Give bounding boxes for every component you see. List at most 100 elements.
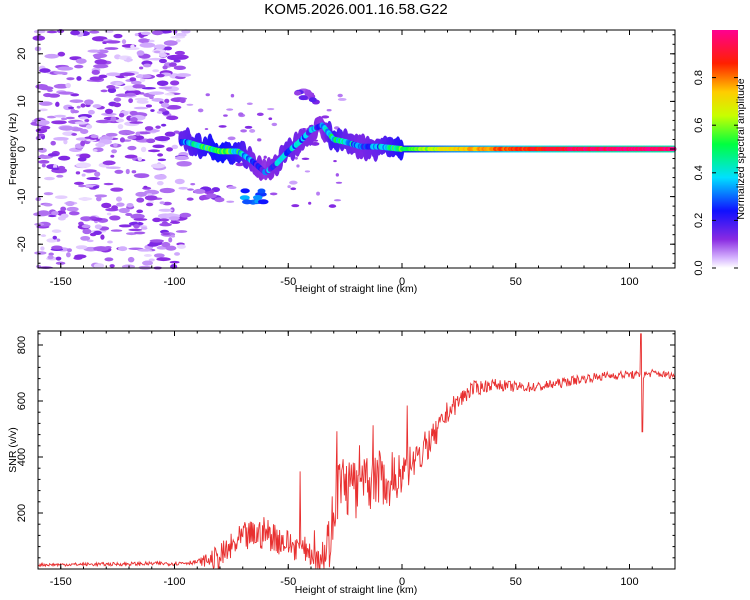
noise-blob — [81, 173, 86, 177]
noise-blob — [186, 103, 194, 106]
noise-blob — [110, 116, 117, 122]
x-tick-label: -150 — [50, 576, 72, 588]
noise-blob — [58, 155, 71, 161]
noise-blob — [107, 87, 117, 93]
noise-blob — [55, 256, 62, 261]
noise-blob — [51, 211, 59, 216]
noise-blob — [66, 252, 71, 258]
noise-blob — [113, 143, 118, 147]
noise-blob — [136, 50, 145, 56]
noise-blob — [80, 128, 89, 134]
noise-blob — [124, 154, 138, 159]
noise-blob — [65, 116, 75, 120]
noise-blob — [151, 98, 164, 102]
y-tick-label: 800 — [16, 336, 28, 354]
noise-blob — [69, 99, 84, 103]
noise-blob — [249, 129, 256, 133]
noise-blob — [271, 122, 278, 127]
noise-blob — [335, 181, 343, 184]
noise-blob — [296, 164, 300, 168]
noise-blob — [178, 186, 189, 190]
noise-blob — [337, 97, 347, 101]
noise-blob — [159, 187, 175, 194]
noise-blob — [152, 144, 165, 149]
noise-blob — [166, 105, 182, 110]
noise-blob — [174, 155, 190, 161]
noise-blob — [289, 180, 298, 185]
noise-blob — [136, 197, 145, 203]
y-tick-label: 0 — [16, 146, 28, 152]
noise-blob — [135, 191, 147, 197]
noise-blob — [126, 57, 131, 63]
noise-blob — [86, 177, 100, 181]
noise-blob — [170, 35, 186, 39]
noise-blob — [168, 237, 173, 243]
noise-blob — [164, 131, 176, 137]
noise-blob — [134, 97, 149, 101]
noise-blob — [326, 109, 332, 112]
noise-blob — [113, 102, 122, 108]
noise-blob — [133, 218, 148, 221]
noise-blob — [175, 230, 188, 233]
noise-blob — [128, 98, 134, 104]
x-tick-label: -50 — [280, 576, 296, 588]
noise-blob — [63, 139, 68, 145]
noise-blob — [145, 202, 154, 207]
noise-blob — [75, 245, 88, 250]
noise-blob — [66, 206, 79, 212]
snr-xlabel: Height of straight line (km) — [295, 584, 418, 596]
noise-blob — [179, 98, 186, 104]
y-tick-label: -10 — [16, 189, 28, 205]
noise-blob — [87, 49, 101, 53]
ridge-branch — [240, 188, 250, 194]
noise-blob — [301, 157, 310, 161]
colorbar-label: Normalized spectral amplitude — [735, 78, 747, 219]
noise-blob — [51, 167, 60, 171]
noise-blob — [104, 108, 114, 114]
noise-blob — [33, 29, 46, 34]
snr-panel: -150 -100 -50 0 50 100 200 400 600 800 Height of … — [7, 330, 676, 596]
noise-blob — [130, 213, 145, 220]
noise-blob — [157, 158, 167, 162]
noise-blob — [92, 53, 108, 59]
noise-blob — [60, 213, 69, 219]
noise-blob — [93, 64, 109, 69]
noise-blob — [129, 110, 138, 116]
noise-blob — [57, 66, 74, 71]
noise-blob — [47, 93, 61, 98]
noise-blob — [125, 130, 135, 135]
noise-blob — [164, 46, 173, 51]
noise-blob — [162, 232, 171, 236]
noise-blob — [34, 251, 47, 255]
noise-blob — [173, 65, 186, 71]
noise-blob — [89, 30, 100, 34]
x-tick-label: 0 — [399, 576, 405, 588]
noise-blob — [43, 203, 53, 207]
noise-blob — [40, 234, 47, 237]
noise-blob — [106, 85, 116, 89]
noise-blob — [169, 260, 180, 264]
noise-blob — [70, 30, 80, 36]
noise-blob — [87, 109, 95, 115]
noise-blob — [96, 196, 102, 202]
noise-blob — [141, 226, 148, 230]
noise-blob — [156, 111, 163, 114]
noise-blob — [106, 72, 121, 77]
noise-blob — [46, 115, 57, 119]
x-tick-label: 50 — [510, 276, 522, 288]
noise-blob — [337, 93, 343, 98]
noise-blob — [51, 229, 62, 233]
y-tick-label: 10 — [16, 95, 28, 107]
noise-blob — [125, 168, 130, 175]
noise-blob — [56, 174, 64, 178]
noise-blob — [197, 108, 204, 113]
noise-blob — [310, 141, 320, 146]
noise-blob — [113, 97, 122, 102]
y-tick-label: 600 — [16, 392, 28, 410]
noise-blob — [127, 256, 135, 263]
noise-blob — [151, 30, 164, 36]
noise-blob — [132, 84, 146, 89]
noise-blob — [118, 112, 125, 118]
noise-blob — [92, 104, 102, 109]
noise-blob — [107, 240, 113, 244]
